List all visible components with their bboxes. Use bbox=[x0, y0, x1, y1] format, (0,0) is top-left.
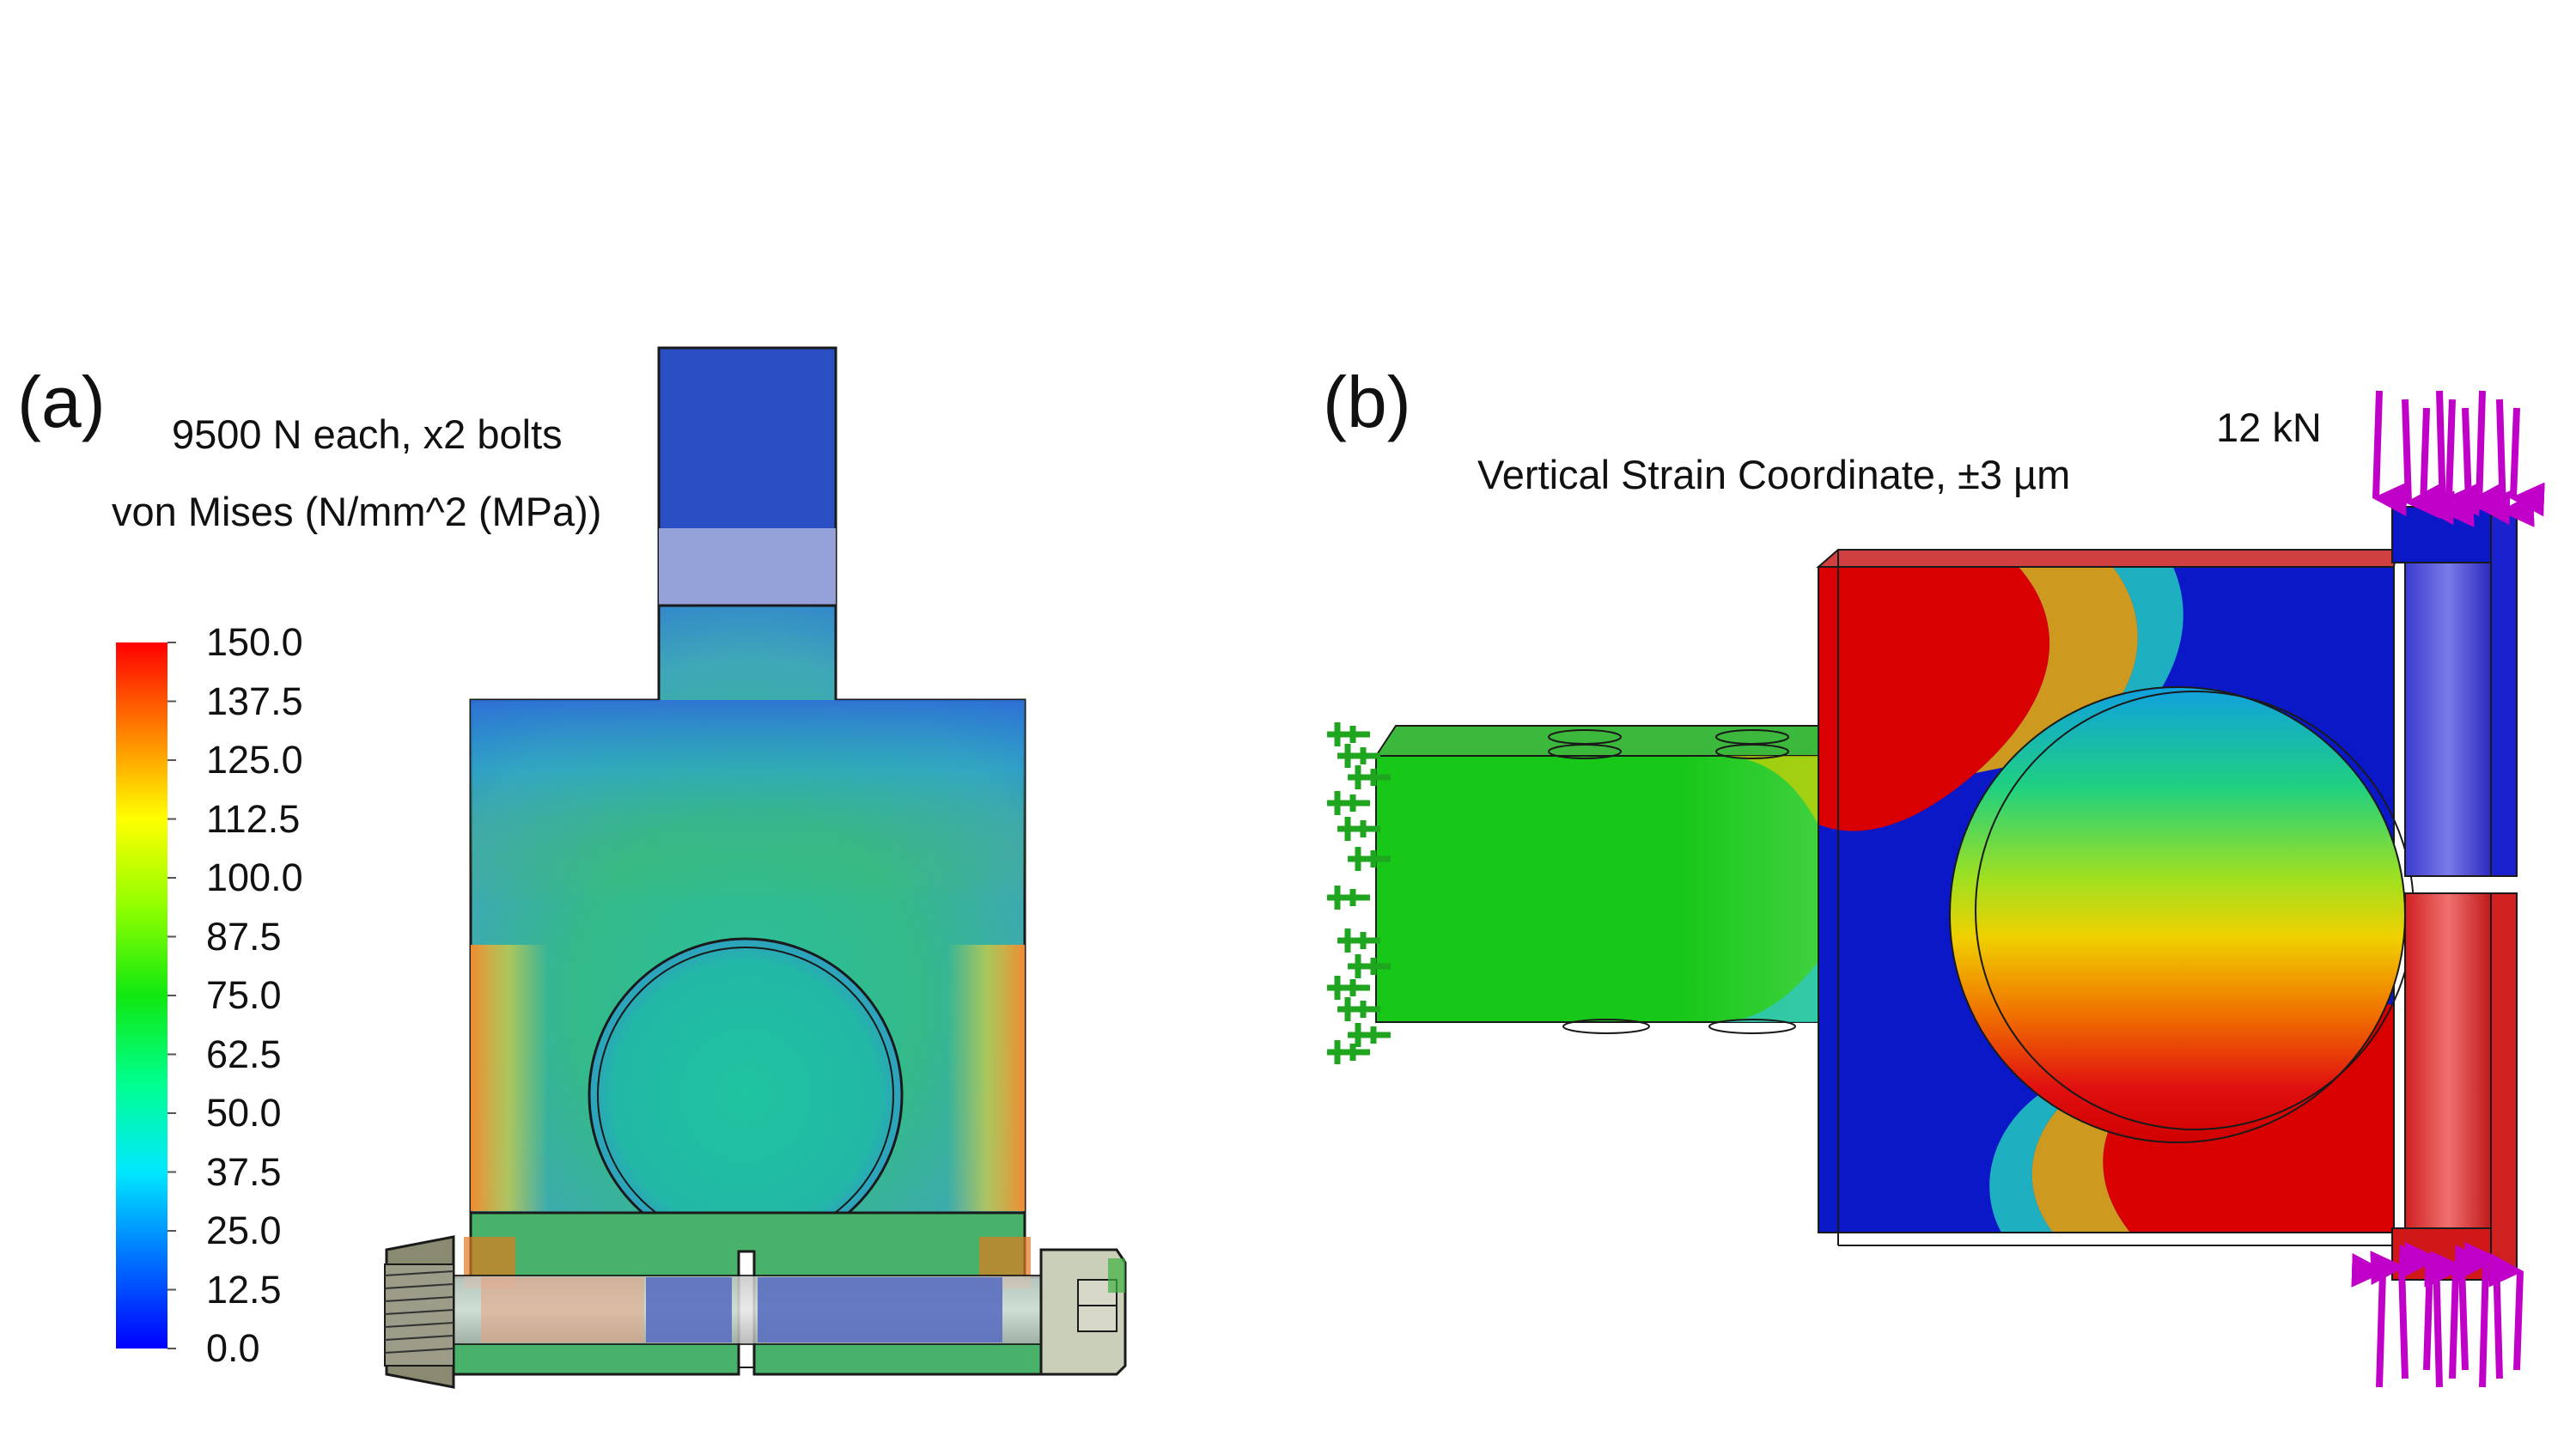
fixed-support-symbol bbox=[1327, 1040, 1370, 1064]
force-arrow-up bbox=[2430, 1251, 2469, 1371]
force-arrow-down bbox=[2445, 399, 2481, 517]
arm-strain-patch-bottom bbox=[1718, 962, 1818, 1022]
fixed-support-symbol bbox=[1327, 886, 1370, 910]
colorbar-tick-label: 0.0 bbox=[206, 1326, 260, 1370]
force-arrow-down bbox=[2436, 390, 2475, 527]
fixed-support-symbol bbox=[1337, 817, 1380, 841]
pin-upper-cap bbox=[2391, 506, 2500, 563]
force-arrow-down bbox=[2402, 399, 2440, 519]
force-arrow-up bbox=[2488, 1252, 2524, 1371]
force-arrow-up bbox=[2424, 1252, 2459, 1379]
force-arrow-down bbox=[2496, 399, 2535, 527]
clamp-body-upper-tint bbox=[471, 700, 1025, 902]
colorbar-tick-label: 50.0 bbox=[206, 1091, 282, 1135]
fixed-support-symbol bbox=[1337, 928, 1380, 953]
force-arrow-up bbox=[2351, 1252, 2386, 1388]
clamp-left-hot-edge bbox=[471, 945, 548, 1211]
colorbar bbox=[116, 642, 176, 1349]
colorbar-tick-label: 125.0 bbox=[206, 738, 303, 782]
pin-lower bbox=[2404, 892, 2492, 1238]
beam-block-top-face bbox=[1816, 549, 2398, 568]
pin-upper bbox=[2404, 562, 2492, 877]
bolt-thread-lines bbox=[384, 1270, 454, 1354]
arm-strain-patch-top bbox=[1718, 756, 1818, 825]
fixed-support-symbol bbox=[1348, 1023, 1391, 1047]
pin-upper-side bbox=[2490, 514, 2518, 877]
beam-left-arm bbox=[1376, 756, 1818, 1022]
fixed-support-symbol bbox=[1337, 997, 1380, 1021]
colorbar-tick-label: 75.0 bbox=[206, 973, 282, 1017]
clamp-right-hot-edge bbox=[947, 945, 1025, 1211]
colorbar-tick-marks bbox=[167, 642, 176, 1349]
colorbar-tick-label: 150.0 bbox=[206, 620, 303, 664]
colorbar-tick-label: 87.5 bbox=[206, 914, 282, 959]
colorbar-tick-label: 112.5 bbox=[206, 796, 301, 841]
fixed-support-symbol bbox=[1327, 976, 1370, 1000]
nut-tint bbox=[1108, 1258, 1125, 1293]
colorbar-tick-label: 137.5 bbox=[206, 679, 303, 723]
force-arrow-up bbox=[2464, 1242, 2503, 1379]
colorbar-tick-label: 62.5 bbox=[206, 1032, 282, 1076]
colorbar-tick-label: 12.5 bbox=[206, 1267, 282, 1312]
force-arrow-down bbox=[2372, 390, 2408, 517]
force-arrow-down bbox=[2462, 407, 2500, 519]
beam-model bbox=[1374, 506, 2518, 1281]
strain-zone-red-top bbox=[1818, 567, 2050, 831]
fixed-supports bbox=[1327, 722, 1391, 1064]
clamp-bore bbox=[588, 937, 904, 1253]
fixed-support-symbol bbox=[1327, 791, 1370, 815]
panel-a-stress-caption: von Mises (N/mm^2 (MPa)) bbox=[112, 489, 602, 534]
force-arrow-up bbox=[2370, 1251, 2409, 1379]
colorbar-tick-label: 37.5 bbox=[206, 1149, 282, 1194]
arm-top-holes bbox=[1548, 729, 1796, 1034]
panel-a-letter: (a) bbox=[17, 362, 106, 442]
bolt-shank-mid-left bbox=[646, 1277, 732, 1342]
bolt-shank-left-tint bbox=[481, 1277, 644, 1342]
force-arrow-up bbox=[2454, 1245, 2489, 1388]
fixed-support-symbol bbox=[1348, 954, 1391, 978]
pin-lower-side bbox=[2490, 892, 2518, 1272]
fixed-support-symbol bbox=[1327, 722, 1370, 746]
panel-b bbox=[1327, 390, 2545, 1388]
strain-zone-cyan-top bbox=[2061, 567, 2183, 756]
fixed-support-symbol bbox=[1348, 765, 1391, 789]
force-arrow-up bbox=[2404, 1241, 2443, 1388]
clamp-model bbox=[384, 346, 1127, 1389]
panel-b-strain-caption: Vertical Strain Coordinate, ±3 µm bbox=[1477, 452, 2071, 497]
force-arrow-down bbox=[2476, 390, 2511, 526]
colorbar-tick-label: 25.0 bbox=[206, 1209, 282, 1252]
force-arrow-down bbox=[2420, 407, 2455, 526]
panel-a-load-caption: 9500 N each, x2 bolts bbox=[172, 411, 563, 457]
fixed-support-symbol bbox=[1337, 744, 1380, 768]
fixed-support-symbol bbox=[1348, 847, 1391, 871]
clamp-top-pin bbox=[659, 528, 836, 606]
colorbar-gradient bbox=[116, 642, 167, 1349]
panel-b-force-caption: 12 kN bbox=[2216, 405, 2322, 450]
colorbar-tick-label: 100.0 bbox=[206, 855, 303, 899]
panel-b-letter: (b) bbox=[1323, 362, 1411, 442]
force-arrow-down bbox=[2510, 407, 2545, 517]
force-arrows-top bbox=[2372, 390, 2545, 527]
panel-a bbox=[116, 346, 1127, 1389]
strain-zone-cyan-bottom bbox=[1989, 1074, 2104, 1233]
beam-bore bbox=[1950, 687, 2405, 1142]
force-arrow-up bbox=[2398, 1244, 2433, 1371]
bolt-shank-mid-right bbox=[758, 1277, 1002, 1342]
force-arrows-bottom bbox=[2351, 1241, 2524, 1388]
